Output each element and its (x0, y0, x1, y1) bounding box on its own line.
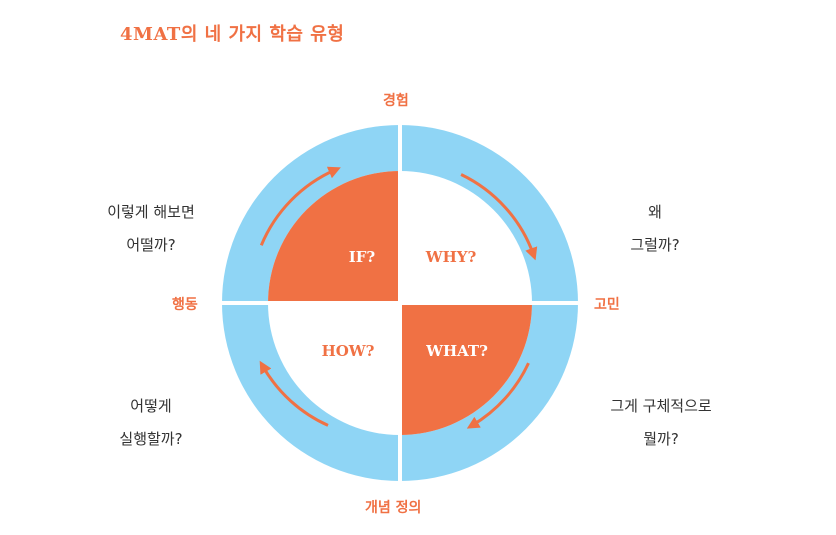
axis-label-right: 고민 (594, 297, 620, 313)
quadrant-label-what: WHAT? (425, 342, 488, 360)
diagram-title: 4MAT의 네 가지 학습 유형 (120, 24, 345, 45)
question-line: 뭘까? (643, 430, 679, 448)
question-line: 왜 (648, 203, 662, 221)
question-line: 이렇게 해보면 (107, 203, 195, 221)
arrow-top-right (460, 173, 538, 261)
axis-label-bottom: 개념 정의 (365, 500, 422, 516)
arrow-bottom-left (259, 360, 329, 427)
question-line: 그럴까? (630, 236, 680, 254)
quadrant-what (400, 303, 532, 435)
question-line: 어떻게 (130, 397, 172, 415)
arrow-top-left (259, 166, 341, 246)
quadrant-if (268, 171, 400, 303)
quadrant-label-why: WHY? (425, 248, 477, 266)
question-bottom-left: 어떻게 실행할까? (104, 390, 198, 456)
question-top-right: 왜 그럴까? (620, 196, 690, 262)
question-line: 그게 구체적으로 (610, 397, 712, 415)
axis-label-top: 경험 (383, 93, 409, 109)
question-top-left: 이렇게 해보면 어떨까? (84, 196, 218, 262)
quadrant-label-how: HOW? (322, 342, 375, 360)
arrow-bottom-right (466, 362, 530, 429)
question-line: 실행할까? (119, 430, 183, 448)
axis-label-left: 행동 (172, 297, 198, 313)
question-line: 어떨까? (126, 236, 176, 254)
question-bottom-right: 그게 구체적으로 뭘까? (596, 390, 726, 456)
quadrant-label-if: IF? (349, 248, 376, 266)
